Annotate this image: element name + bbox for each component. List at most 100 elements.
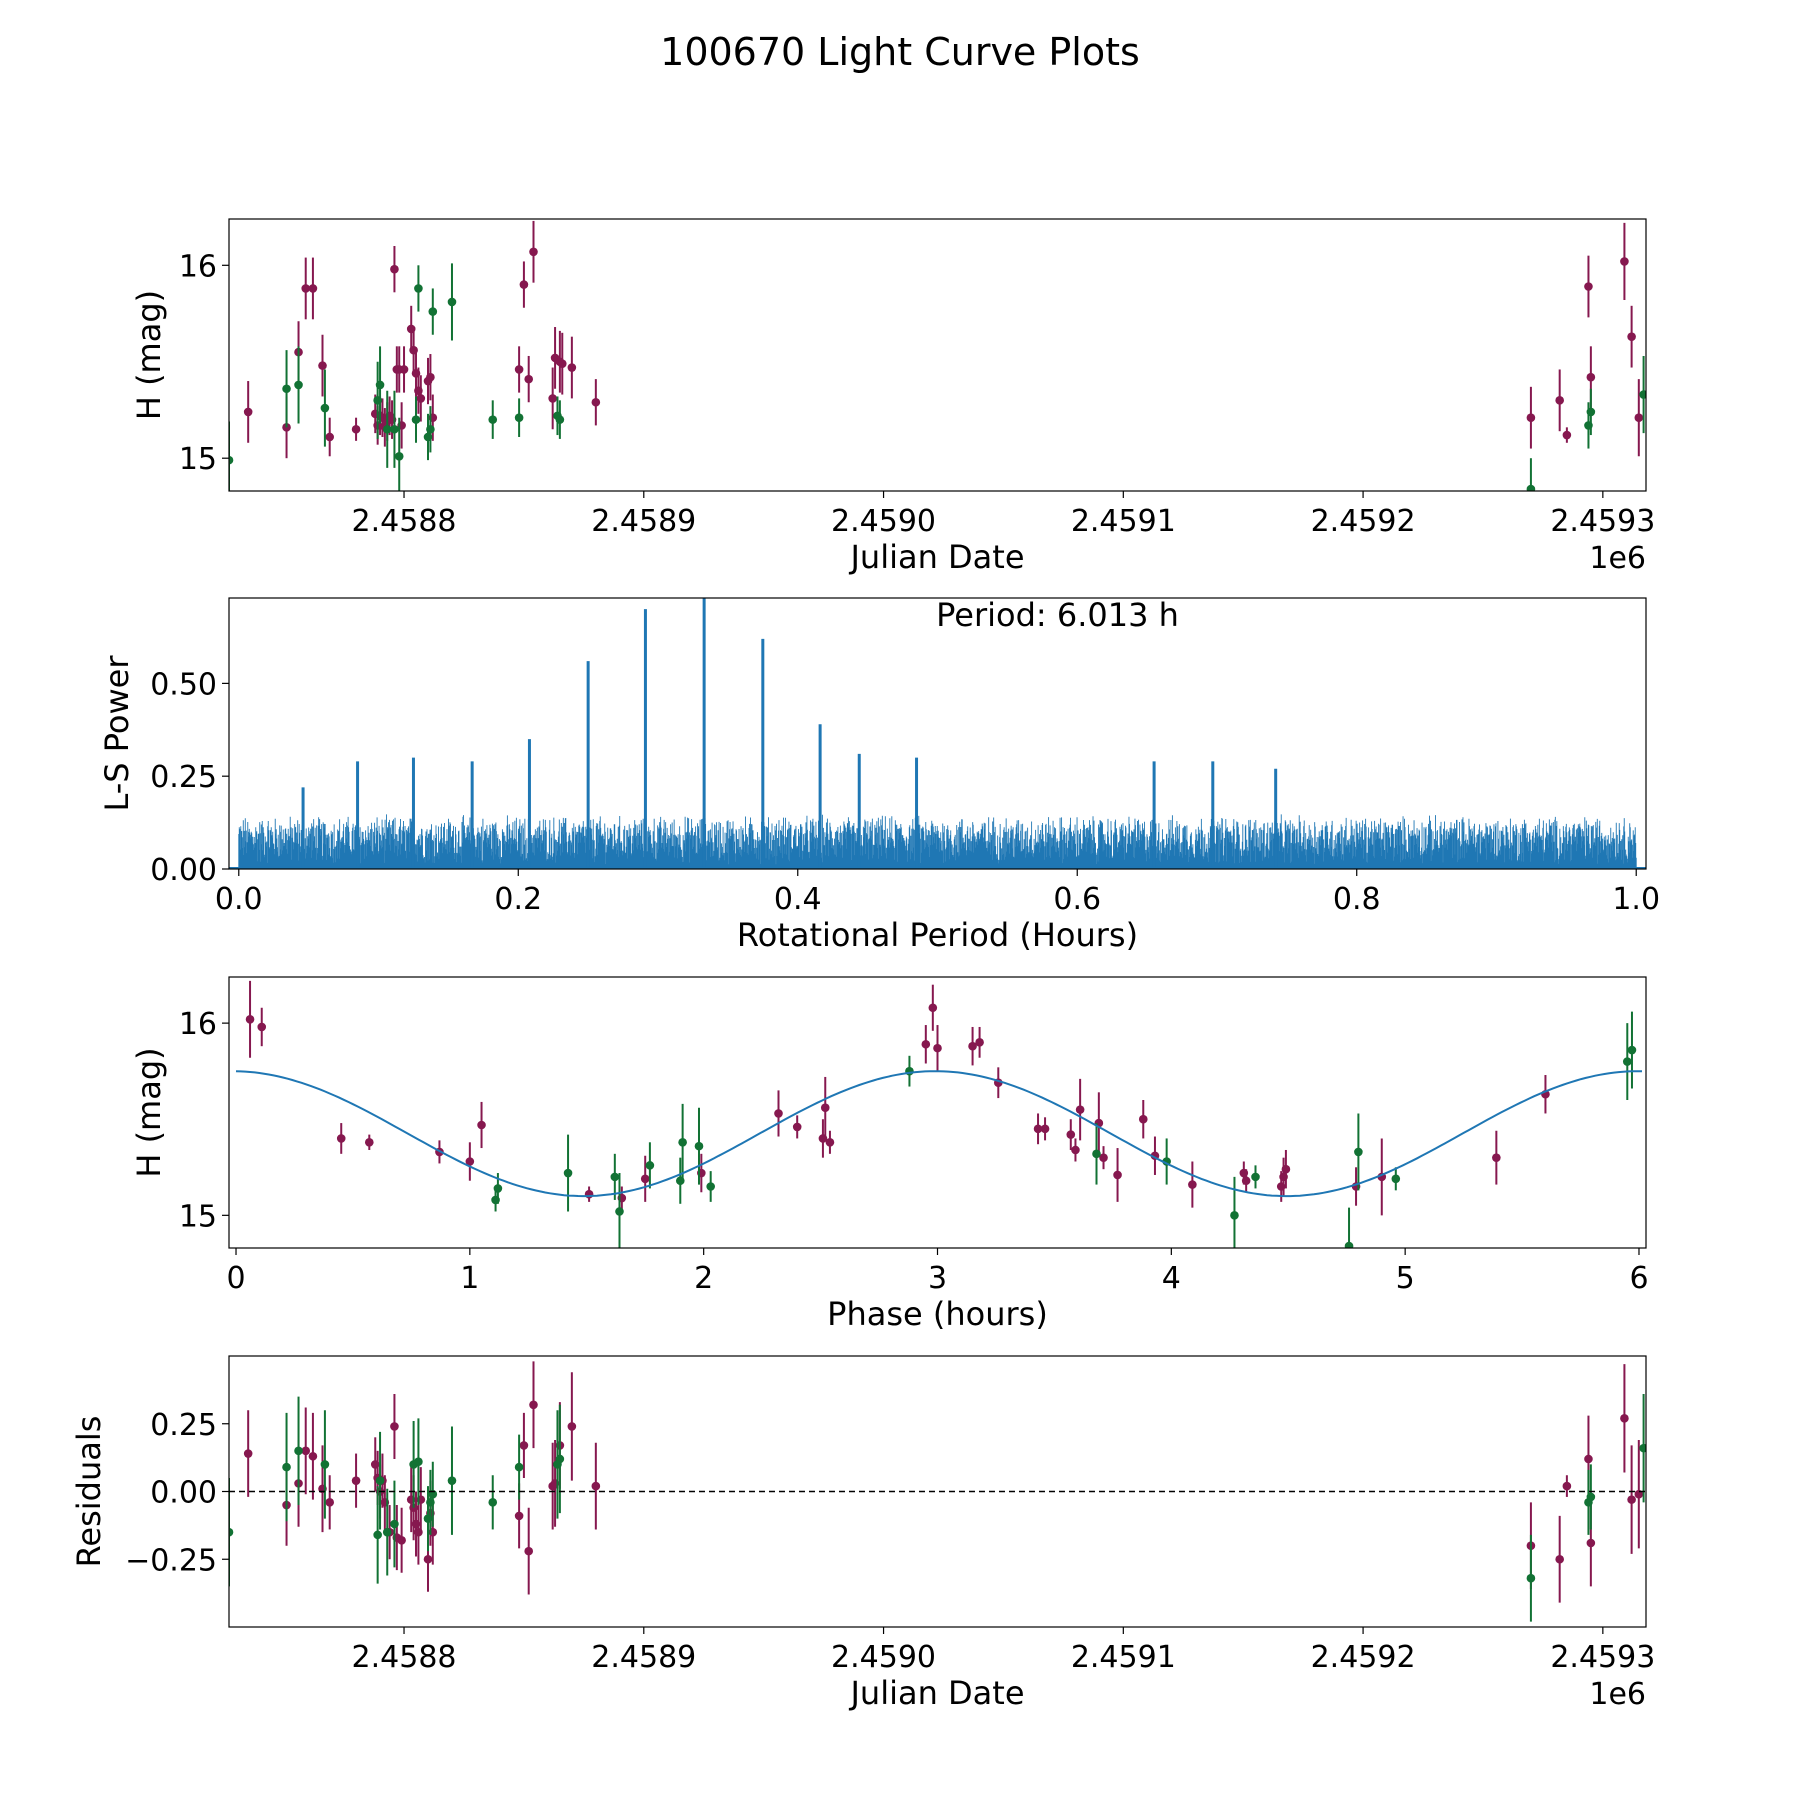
panel-lightcurve: 2.4588 2.4589 2.4590 2.4591 2.4592 2.4593 15 16… — [130, 218, 1655, 576]
data-point — [373, 1530, 382, 1540]
data-point — [514, 1462, 524, 1472]
data-point — [1492, 1153, 1501, 1162]
x-tick-label: 4 — [1162, 1261, 1181, 1296]
series-r — [243, 220, 1644, 459]
x-tick-label: 2.4589 — [591, 1640, 696, 1675]
data-point — [447, 297, 457, 307]
data-point — [1230, 1211, 1239, 1220]
data-point — [1354, 1147, 1363, 1157]
data-point — [1138, 1114, 1148, 1124]
data-point — [524, 1546, 534, 1556]
data-point — [921, 1039, 931, 1049]
x-tick-label: 2.4589 — [591, 504, 696, 539]
data-point — [1586, 1538, 1596, 1548]
data-point — [229, 455, 234, 465]
data-point — [308, 284, 318, 293]
data-point — [245, 1014, 255, 1024]
data-point — [1066, 1130, 1076, 1139]
data-point — [1639, 390, 1646, 399]
x-tick-label: 0.8 — [1333, 882, 1381, 917]
panel-phase: 0 1 2 3 4 5 6 15 16 Phase (hours) H (mag) — [130, 976, 1649, 1333]
data-point — [414, 284, 423, 293]
x-tick-label: 0.6 — [1053, 882, 1101, 917]
data-point — [382, 424, 392, 434]
data-point — [1562, 430, 1572, 440]
data-point — [1627, 332, 1636, 341]
x-tick-label: 2.4593 — [1550, 504, 1655, 539]
data-point — [1555, 1554, 1564, 1564]
x-tick-label: 2.4588 — [352, 1640, 457, 1675]
data-point — [615, 1207, 624, 1216]
data-point — [1391, 1174, 1401, 1184]
y-tick-label: 0.50 — [150, 667, 217, 702]
plot-area — [229, 1361, 1646, 1622]
data-point — [1075, 1105, 1085, 1114]
x-tick-label: 2.4588 — [352, 504, 457, 539]
x-tick-label: 2.4592 — [1311, 504, 1416, 539]
x-tick-label: 6 — [1629, 1261, 1648, 1296]
data-point — [390, 1519, 399, 1529]
data-point — [1040, 1124, 1050, 1134]
data-point — [320, 403, 330, 413]
data-point — [968, 1041, 977, 1051]
series-r — [245, 980, 1550, 1216]
data-point — [557, 359, 567, 368]
data-point — [1586, 372, 1596, 382]
data-point — [1071, 1145, 1080, 1155]
panel-residuals: 2.4588 2.4589 2.4590 2.4591 2.4592 2.4593 −0.2… — [70, 1355, 1655, 1712]
y-tick-label: 16 — [179, 1007, 217, 1042]
x-axis-label: Phase (hours) — [827, 1295, 1048, 1333]
x-tick-label: 0.0 — [215, 882, 263, 917]
data-point — [640, 1174, 650, 1184]
x-tick-label: 0 — [226, 1261, 245, 1296]
sine-fit-curve — [235, 1070, 1642, 1198]
data-point — [1634, 413, 1644, 422]
y-tick-label: 0.00 — [150, 1476, 217, 1511]
series-g — [229, 1393, 1646, 1622]
data-point — [567, 363, 577, 372]
data-point — [1584, 1454, 1593, 1464]
x-tick-label: 1 — [460, 1261, 479, 1296]
data-point — [1627, 1045, 1637, 1055]
data-point — [529, 247, 538, 257]
y-tick-label: 0.00 — [150, 853, 217, 888]
data-point — [1188, 1180, 1197, 1189]
data-point — [325, 1498, 335, 1507]
data-point — [584, 1189, 594, 1199]
axes-frame — [228, 218, 1647, 492]
data-point — [364, 1137, 374, 1147]
series-g — [229, 263, 1646, 491]
data-point — [394, 451, 404, 461]
x-offset-label: 1e6 — [1589, 541, 1646, 576]
figure-title: 100670 Light Curve Plots — [660, 30, 1140, 74]
data-point — [1620, 1414, 1629, 1423]
y-tick-label: 15 — [179, 1199, 217, 1234]
data-point — [548, 394, 557, 403]
data-point — [519, 1441, 529, 1450]
data-point — [975, 1038, 984, 1047]
y-axis-label: Residuals — [70, 1416, 108, 1568]
data-point — [375, 380, 385, 390]
data-point — [382, 1527, 392, 1537]
x-tick-label: 0.2 — [494, 882, 542, 917]
x-tick-label: 3 — [928, 1261, 947, 1296]
y-tick-label: 16 — [179, 249, 217, 284]
data-point — [774, 1109, 783, 1118]
y-axis-label: H (mag) — [130, 290, 168, 420]
x-axis-label: Julian Date — [848, 1674, 1024, 1712]
data-point — [282, 1462, 291, 1472]
data-point — [1092, 1149, 1101, 1159]
periodogram-trace — [238, 814, 1637, 869]
data-point — [308, 1451, 318, 1461]
data-point — [390, 1422, 399, 1431]
data-point — [591, 397, 601, 407]
series-g — [491, 1011, 1637, 1248]
data-point — [294, 380, 303, 390]
data-point — [694, 1141, 704, 1151]
y-tick-label: −0.25 — [125, 1543, 217, 1578]
data-point — [1281, 1164, 1291, 1174]
data-point — [282, 384, 291, 394]
data-point — [320, 1460, 330, 1469]
data-point — [519, 280, 529, 289]
